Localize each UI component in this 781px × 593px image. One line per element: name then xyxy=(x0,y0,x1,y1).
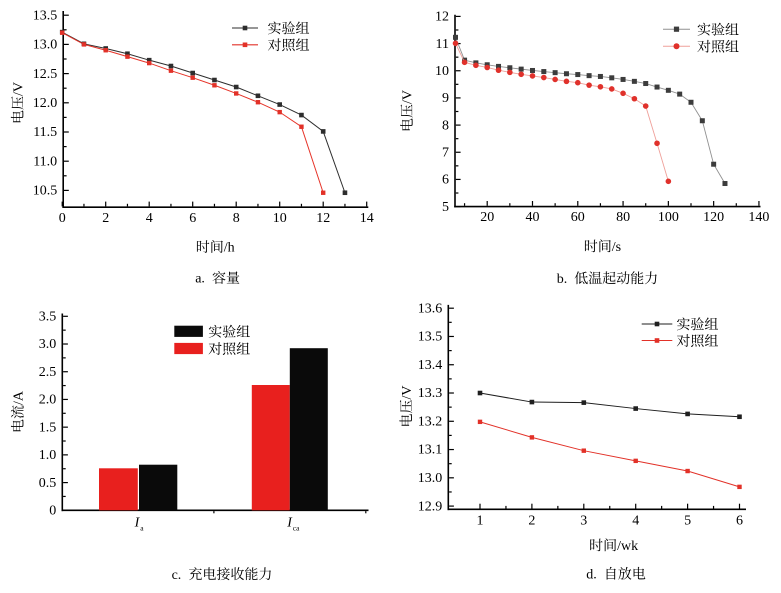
svg-text:9: 9 xyxy=(442,91,449,106)
svg-text:0: 0 xyxy=(49,504,56,519)
svg-text:13.0: 13.0 xyxy=(418,471,443,486)
svg-text:140: 140 xyxy=(748,210,769,225)
svg-text:7: 7 xyxy=(442,146,449,161)
svg-text:2: 2 xyxy=(102,211,109,226)
svg-text:40: 40 xyxy=(526,210,540,225)
svg-text:I: I xyxy=(286,516,293,531)
svg-text:10.5: 10.5 xyxy=(33,184,58,199)
svg-text:100: 100 xyxy=(658,210,679,225)
svg-text:120: 120 xyxy=(703,210,724,225)
svg-text:12: 12 xyxy=(316,211,330,226)
svg-text:12.9: 12.9 xyxy=(418,499,443,514)
svg-text:4: 4 xyxy=(632,514,639,529)
svg-text:0: 0 xyxy=(59,211,66,226)
svg-text:2.0: 2.0 xyxy=(39,393,57,408)
svg-text:ca: ca xyxy=(293,523,300,532)
svg-text:/h: /h xyxy=(224,241,235,256)
svg-text:13.0: 13.0 xyxy=(33,38,58,53)
svg-text:/A: /A xyxy=(12,390,27,405)
svg-text:12.0: 12.0 xyxy=(33,96,58,111)
svg-text:a.: a. xyxy=(195,272,205,287)
svg-text:/s: /s xyxy=(612,240,621,255)
svg-text:3: 3 xyxy=(580,514,587,529)
svg-text:0.5: 0.5 xyxy=(39,476,57,491)
svg-text:5: 5 xyxy=(684,514,691,529)
svg-text:13.1: 13.1 xyxy=(418,443,443,458)
svg-text:/V: /V xyxy=(11,82,26,96)
svg-text:3.0: 3.0 xyxy=(39,337,57,352)
svg-text:12: 12 xyxy=(435,10,449,25)
svg-text:13.5: 13.5 xyxy=(418,330,443,345)
svg-text:6: 6 xyxy=(442,173,449,188)
svg-text:13.6: 13.6 xyxy=(418,301,443,316)
svg-text:I: I xyxy=(134,516,141,531)
svg-text:13.5: 13.5 xyxy=(33,8,58,23)
svg-text:14: 14 xyxy=(360,211,374,226)
svg-text:10: 10 xyxy=(435,64,449,79)
svg-text:13.4: 13.4 xyxy=(418,358,443,373)
svg-text:/wk: /wk xyxy=(617,539,638,554)
svg-text:3.5: 3.5 xyxy=(39,310,57,325)
svg-text:11.5: 11.5 xyxy=(33,125,57,140)
svg-text:/V: /V xyxy=(400,386,415,400)
svg-text:10: 10 xyxy=(273,211,287,226)
svg-text:1.5: 1.5 xyxy=(39,420,57,435)
svg-text:c.: c. xyxy=(172,568,182,583)
svg-text:a: a xyxy=(140,523,144,532)
svg-text:13.2: 13.2 xyxy=(418,415,443,430)
svg-text:60: 60 xyxy=(571,210,585,225)
svg-text:11: 11 xyxy=(436,37,449,52)
svg-text:/V: /V xyxy=(401,90,416,104)
svg-text:8: 8 xyxy=(233,211,240,226)
svg-text:2: 2 xyxy=(528,514,535,529)
svg-text:b.: b. xyxy=(557,272,568,287)
svg-text:4: 4 xyxy=(146,211,153,226)
svg-text:11.0: 11.0 xyxy=(33,154,57,169)
svg-text:20: 20 xyxy=(480,210,494,225)
svg-text:5: 5 xyxy=(442,200,449,215)
svg-text:1.0: 1.0 xyxy=(39,448,57,463)
svg-text:2.5: 2.5 xyxy=(39,365,57,380)
svg-text:12.5: 12.5 xyxy=(33,67,58,82)
svg-text:6: 6 xyxy=(736,514,743,529)
svg-text:6: 6 xyxy=(189,211,196,226)
svg-text:d.: d. xyxy=(586,567,597,582)
svg-text:1: 1 xyxy=(477,514,484,529)
svg-text:13.3: 13.3 xyxy=(418,386,443,401)
svg-text:80: 80 xyxy=(616,210,630,225)
svg-text:8: 8 xyxy=(442,118,449,133)
